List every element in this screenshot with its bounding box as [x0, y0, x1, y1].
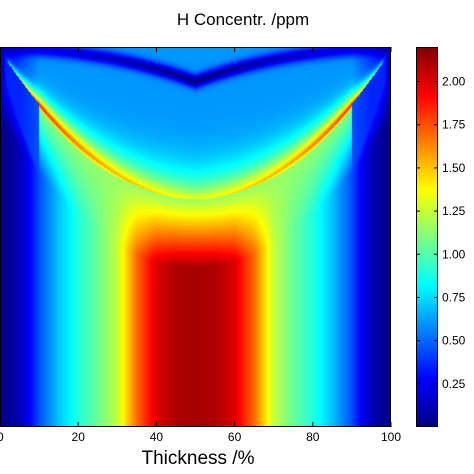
x-tick-label: 80 — [306, 430, 320, 444]
heatmap-image — [0, 47, 391, 427]
colorbar-tick-label: 1.50 — [442, 161, 466, 175]
colorbar-tick-label: 0.25 — [442, 377, 466, 391]
x-tick-label: 20 — [72, 430, 86, 444]
colorbar-frame — [416, 47, 438, 427]
colorbar-tick-label: 1.00 — [442, 247, 466, 261]
x-tick-label: 60 — [228, 430, 242, 444]
colorbar-gradient — [416, 47, 438, 427]
x-tick-label: 0 — [0, 430, 4, 444]
colorbar-tick-label: 0.75 — [442, 290, 466, 304]
colorbar-ticks: 0.25 0.50 0.75 1.00 1.25 1.50 1.75 2.00 — [416, 75, 466, 391]
plot-frame — [0, 47, 391, 427]
plot-area: 0 20 40 60 80 100 — [0, 47, 401, 444]
colorbar-tick-label: 0.50 — [442, 334, 466, 348]
x-tick-label: 100 — [381, 430, 401, 444]
colorbar-tick-label: 1.75 — [442, 118, 466, 132]
x-tick-label: 40 — [150, 430, 164, 444]
x-axis-ticks: 0 20 40 60 80 100 — [0, 47, 401, 444]
chart-title: H Concentr. /ppm — [177, 10, 309, 29]
colorbar: 0.25 0.50 0.75 1.00 1.25 1.50 1.75 2.00 — [416, 47, 466, 427]
colorbar-tick-label: 1.25 — [442, 204, 466, 218]
x-axis-label: Thickness /% — [142, 448, 255, 469]
colorbar-tick-label: 2.00 — [442, 75, 466, 89]
